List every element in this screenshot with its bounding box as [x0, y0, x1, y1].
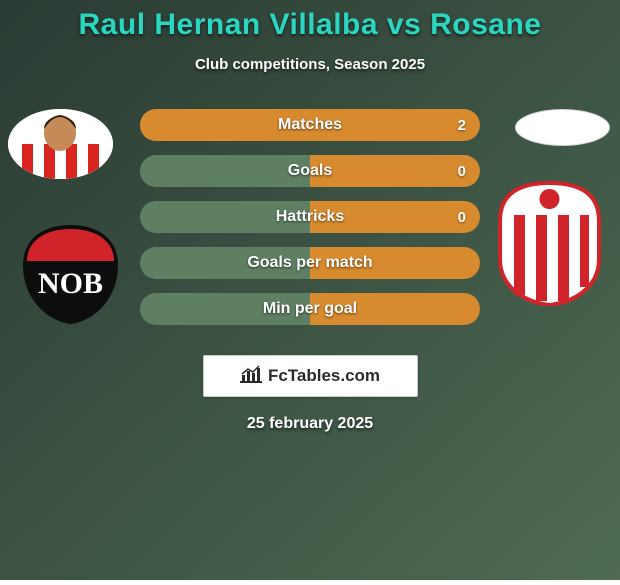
chart-icon: [240, 365, 262, 388]
page-title: Raul Hernan Villalba vs Rosane: [0, 0, 620, 42]
brand-box[interactable]: FcTables.com: [203, 355, 418, 397]
stat-row: Matches2: [140, 109, 480, 141]
stat-row: Goals per match: [140, 247, 480, 279]
bar-value-player-b: 0: [458, 155, 466, 187]
bar-fill-player-a: [140, 293, 310, 325]
bar-fill-player-a: [140, 247, 310, 279]
stat-row: Min per goal: [140, 293, 480, 325]
bar-fill-player-b: [310, 155, 480, 187]
bar-fill-player-b: [310, 201, 480, 233]
bar-value-player-b: 2: [458, 109, 466, 141]
bar-fill-player-a: [140, 201, 310, 233]
bar-fill-player-b: [140, 109, 480, 141]
club-left-crest: NOB: [18, 221, 123, 326]
bar-fill-player-b: [310, 247, 480, 279]
subtitle: Club competitions, Season 2025: [0, 56, 620, 73]
bar-fill-player-b: [310, 293, 480, 325]
date-text: 25 february 2025: [0, 415, 620, 433]
brand-text: FcTables.com: [268, 366, 380, 386]
stat-bars: Matches2 Goals0 Hattricks0 Goals per match M…: [140, 109, 480, 339]
bar-fill-player-a: [140, 155, 310, 187]
bar-value-player-b: 0: [458, 201, 466, 233]
club-right-crest: [497, 181, 602, 306]
stat-row: Goals0: [140, 155, 480, 187]
svg-text:NOB: NOB: [38, 267, 103, 300]
player-left-portrait: [8, 109, 113, 179]
player-right-portrait: [515, 109, 610, 146]
content: Raul Hernan Villalba vs Rosane Club comp…: [0, 0, 620, 580]
player-left-svg: [8, 109, 113, 179]
stats-area: NOB Matches2Goals0Hattricks0G: [0, 103, 620, 343]
stat-row: Hattricks0: [140, 201, 480, 233]
